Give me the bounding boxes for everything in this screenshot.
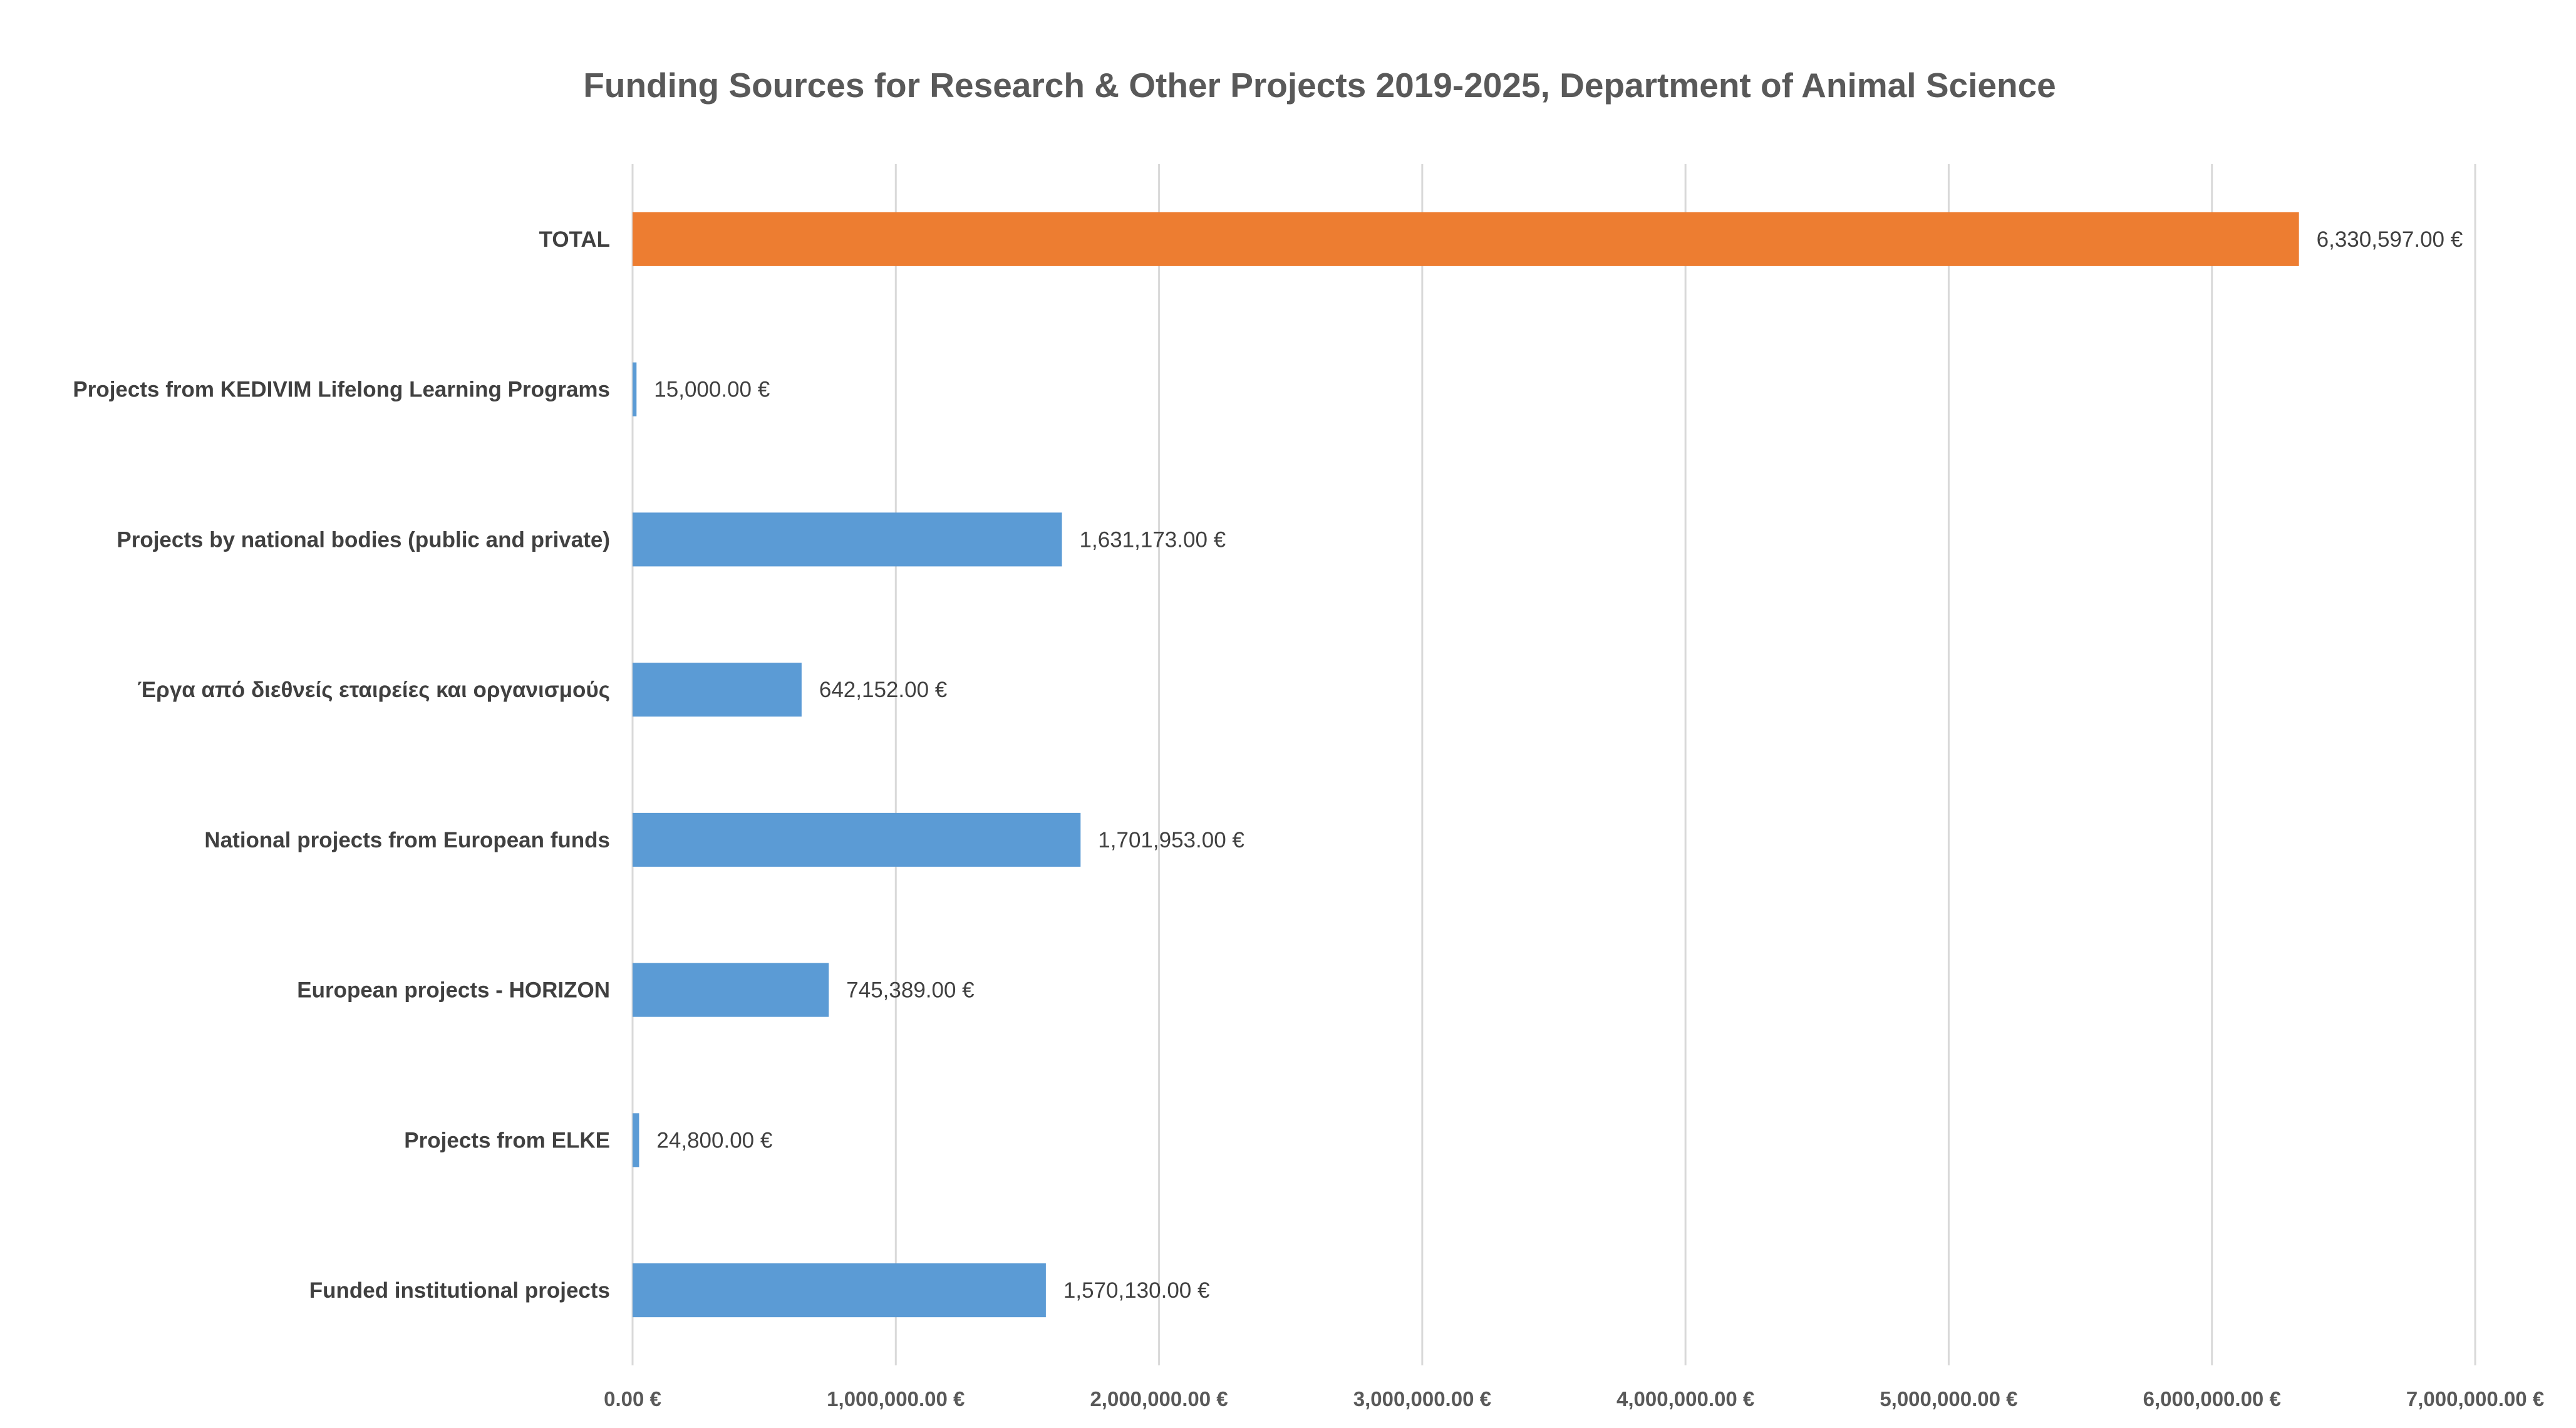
bar-3 bbox=[633, 663, 802, 717]
bar-2 bbox=[633, 512, 1062, 567]
bars bbox=[633, 212, 2299, 1318]
x-axis-tick-labels: 0.00 € 1,000,000.00 € 2,000,000.00 € 3,000,… bbox=[604, 1387, 2544, 1410]
data-label-6: 24,800.00 € bbox=[656, 1128, 772, 1152]
x-tick-label-6: 6,000,000.00 € bbox=[2143, 1387, 2281, 1410]
x-tick-label-7: 7,000,000.00 € bbox=[2406, 1387, 2544, 1410]
data-label-2: 1,631,173.00 € bbox=[1080, 527, 1226, 552]
chart-title: Funding Sources for Research & Other Pro… bbox=[583, 66, 2056, 105]
x-tick-label-0: 0.00 € bbox=[604, 1387, 661, 1410]
category-label-5: European projects - HORIZON bbox=[297, 978, 610, 1003]
data-label-3: 642,152.00 € bbox=[819, 678, 947, 702]
bar-7 bbox=[633, 1263, 1046, 1318]
data-label-4: 1,701,953.00 € bbox=[1098, 828, 1244, 852]
x-tick-label-3: 3,000,000.00 € bbox=[1353, 1387, 1491, 1410]
bar-4 bbox=[633, 812, 1081, 867]
data-label-5: 745,389.00 € bbox=[846, 978, 974, 1003]
category-label-1: Projects from KEDIVIM Lifelong Learning … bbox=[73, 378, 610, 402]
category-label-0: TOTAL bbox=[539, 227, 610, 252]
data-labels: 6,330,597.00 € 15,000.00 € 1,631,173.00 € 6… bbox=[654, 227, 2463, 1303]
category-label-7: Funded institutional projects bbox=[309, 1278, 610, 1303]
bar-0 bbox=[633, 212, 2299, 266]
x-tick-label-5: 5,000,000.00 € bbox=[1880, 1387, 2017, 1410]
bar-1 bbox=[633, 362, 637, 416]
x-tick-label-4: 4,000,000.00 € bbox=[1616, 1387, 1754, 1410]
data-label-7: 1,570,130.00 € bbox=[1063, 1278, 1210, 1303]
bar-6 bbox=[633, 1113, 639, 1167]
category-label-2: Projects by national bodies (public and … bbox=[116, 527, 610, 552]
gridlines bbox=[631, 164, 2476, 1365]
x-tick-label-2: 2,000,000.00 € bbox=[1090, 1387, 1228, 1410]
data-label-1: 15,000.00 € bbox=[654, 378, 770, 402]
x-tick-label-1: 1,000,000.00 € bbox=[827, 1387, 965, 1410]
category-label-6: Projects from ELKE bbox=[404, 1128, 610, 1152]
bar-5 bbox=[633, 963, 829, 1017]
category-labels: TOTAL Projects from KEDIVIM Lifelong Lear… bbox=[73, 227, 610, 1303]
data-label-0: 6,330,597.00 € bbox=[2317, 227, 2463, 252]
category-label-4: National projects from European funds bbox=[204, 828, 610, 852]
category-label-3: Έργα από διεθνείς εταιρείες και οργανισμ… bbox=[137, 678, 610, 702]
